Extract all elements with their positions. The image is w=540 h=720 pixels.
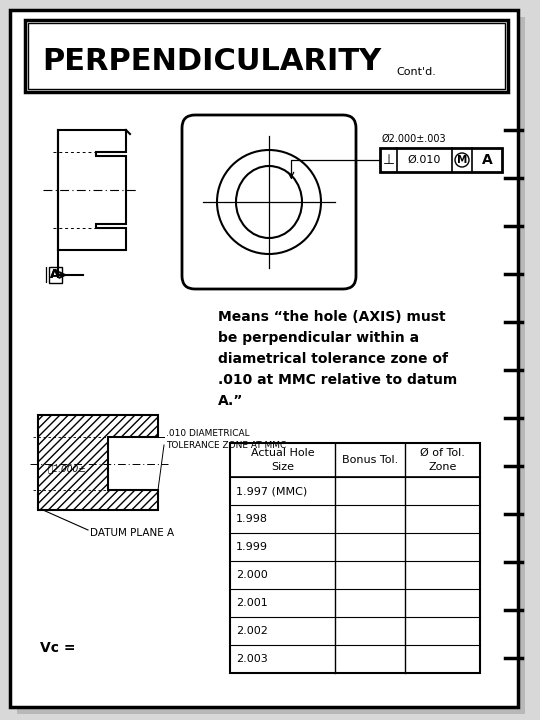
Text: .010 at MMC relative to datum: .010 at MMC relative to datum (218, 373, 457, 387)
Text: Actual Hole: Actual Hole (251, 448, 314, 458)
Text: 1.998: 1.998 (236, 514, 268, 524)
Bar (49, 267, 62, 283)
Text: DATUM PLANE A: DATUM PLANE A (90, 528, 174, 538)
Text: Ø2.000±.003: Ø2.000±.003 (382, 134, 447, 144)
Text: Vc =: Vc = (40, 641, 76, 655)
Text: 2.003: 2.003 (236, 654, 268, 664)
Text: A: A (50, 269, 60, 282)
Text: A: A (50, 269, 60, 282)
Text: Ø of Tol.: Ø of Tol. (420, 448, 465, 458)
Bar (230, 443, 480, 673)
Text: Cont'd.: Cont'd. (396, 67, 436, 77)
Text: 2.000±: 2.000± (48, 464, 87, 473)
Text: Size: Size (271, 462, 294, 472)
Text: .010 DIAMETRICAL: .010 DIAMETRICAL (166, 428, 249, 438)
Polygon shape (38, 415, 158, 510)
Text: 1.999: 1.999 (236, 542, 268, 552)
Text: be perpendicular within a: be perpendicular within a (218, 331, 419, 345)
Text: Means “the hole (AXIS) must: Means “the hole (AXIS) must (218, 310, 446, 324)
Text: Zone: Zone (428, 462, 457, 472)
Text: |: | (43, 267, 49, 283)
Text: Ø.010: Ø.010 (407, 155, 441, 165)
Text: 2.000: 2.000 (236, 570, 268, 580)
Text: 1.997 (MMC): 1.997 (MMC) (236, 486, 307, 496)
Text: Bonus Tol.: Bonus Tol. (342, 455, 398, 465)
FancyBboxPatch shape (182, 115, 356, 289)
Text: 2.002: 2.002 (236, 626, 268, 636)
Text: A: A (482, 153, 492, 167)
Bar (25, 20, 508, 92)
Bar (28, 23, 505, 89)
Text: 2.001: 2.001 (236, 598, 268, 608)
Text: diametrical tolerance zone of: diametrical tolerance zone of (218, 352, 448, 366)
Text: M: M (457, 155, 467, 165)
Text: ⊥: ⊥ (382, 153, 395, 167)
Text: TOLERANCE ZONE AT MMC: TOLERANCE ZONE AT MMC (166, 441, 286, 449)
Text: PERPENDICULARITY: PERPENDICULARITY (42, 48, 381, 76)
Text: A.”: A.” (218, 394, 244, 408)
Bar (380, 148, 502, 172)
